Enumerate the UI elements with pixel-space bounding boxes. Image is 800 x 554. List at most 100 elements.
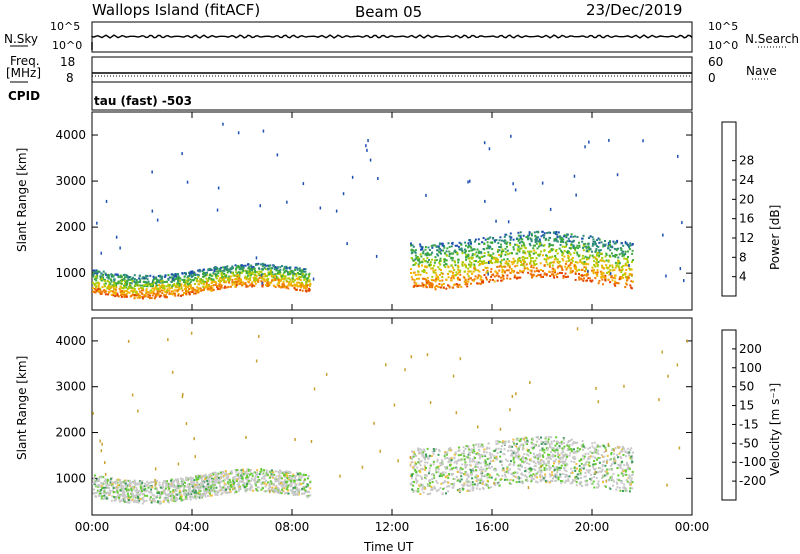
velocity-echo [134, 499, 137, 502]
power-echo [252, 276, 255, 279]
velocity-echo [201, 495, 204, 497]
power-echo [144, 281, 147, 284]
power-echo [489, 254, 492, 257]
velocity-echo [447, 490, 450, 493]
power-echo [177, 279, 179, 282]
power-echo [494, 240, 497, 243]
velocity-echo [260, 468, 263, 470]
velocity-echo [622, 486, 625, 489]
velocity-echo [220, 471, 223, 474]
power-echo [438, 250, 441, 253]
power-echo [464, 251, 466, 254]
power-echo [502, 250, 505, 253]
velocity-echo [151, 486, 154, 489]
power-echo [127, 278, 130, 281]
power-echo [266, 268, 269, 271]
power-echo [189, 278, 192, 281]
velocity-echo [298, 476, 301, 479]
power-echo [205, 277, 208, 280]
velocity-echo [191, 483, 194, 486]
velocity-echo [157, 500, 159, 503]
power-echo [530, 240, 533, 243]
power-echo [617, 265, 620, 268]
velocity-echo [537, 471, 540, 474]
power-echo [103, 289, 106, 292]
power-echo [122, 292, 125, 295]
power-outlier [549, 207, 552, 211]
power-echo [215, 268, 218, 271]
velocity-echo [237, 469, 240, 472]
power-echo [591, 254, 594, 257]
velocity-echo [630, 462, 633, 465]
power-echo [450, 245, 453, 248]
velocity-echo [160, 492, 163, 495]
power-echo [414, 249, 417, 252]
power-echo [252, 271, 255, 274]
power-echo [178, 287, 181, 290]
power-echo [534, 241, 537, 243]
velocity-echo [203, 486, 206, 488]
power-echo [305, 282, 308, 284]
power-echo [479, 282, 482, 285]
power-echo [419, 261, 422, 264]
power-echo [261, 268, 264, 271]
power-echo [601, 271, 604, 274]
power-echo [507, 269, 510, 272]
power-echo [539, 240, 542, 243]
power-echo [545, 237, 548, 240]
velocity-echo [516, 451, 519, 454]
power-echo [416, 284, 419, 287]
power-echo [278, 285, 281, 288]
velocity-echo [138, 490, 140, 493]
power-echo [510, 261, 513, 264]
power-echo [549, 275, 552, 277]
velocity-echo [626, 447, 629, 450]
power-echo [613, 247, 616, 250]
velocity-echo [129, 496, 132, 499]
velocity-echo [541, 459, 543, 462]
power-echo [425, 271, 428, 274]
velocity-echo [197, 478, 200, 481]
velocity-echo [616, 482, 619, 485]
velocity-echo [304, 489, 307, 492]
power-echo [613, 242, 616, 245]
velocity-echo [631, 487, 634, 490]
power-echo [114, 273, 117, 276]
power-echo [222, 269, 225, 272]
power-outlier [642, 139, 644, 143]
power-echo [596, 271, 599, 274]
power-echo [435, 245, 438, 248]
power-echo [229, 270, 232, 273]
velocity-echo [585, 469, 588, 472]
power-echo [551, 270, 554, 273]
velocity-echo [294, 485, 297, 488]
power-echo [214, 274, 217, 277]
power-echo [622, 274, 624, 277]
velocity-echo [422, 491, 425, 494]
velocity-echo [117, 486, 120, 489]
power-echo [556, 276, 559, 279]
velocity-echo [571, 456, 574, 459]
power-echo [191, 279, 194, 282]
velocity-echo [143, 499, 146, 502]
power-echo [623, 257, 626, 260]
velocity-echo [576, 447, 579, 450]
velocity-echo [455, 475, 458, 478]
power-echo [455, 283, 458, 286]
velocity-echo [300, 476, 303, 479]
power-outlier [262, 129, 265, 133]
velocity-echo [415, 489, 418, 492]
power-echo [282, 268, 285, 271]
velocity-echo [451, 483, 454, 486]
power-echo [173, 289, 176, 292]
power-echo [216, 288, 219, 291]
power-echo [230, 268, 233, 271]
power-echo [159, 286, 162, 288]
power-echo [514, 243, 517, 246]
power-echo [411, 244, 414, 247]
power-echo [523, 265, 526, 268]
power-echo [281, 283, 284, 286]
power-echo [553, 261, 556, 264]
velocity-echo [180, 494, 183, 497]
power-echo [525, 236, 528, 239]
